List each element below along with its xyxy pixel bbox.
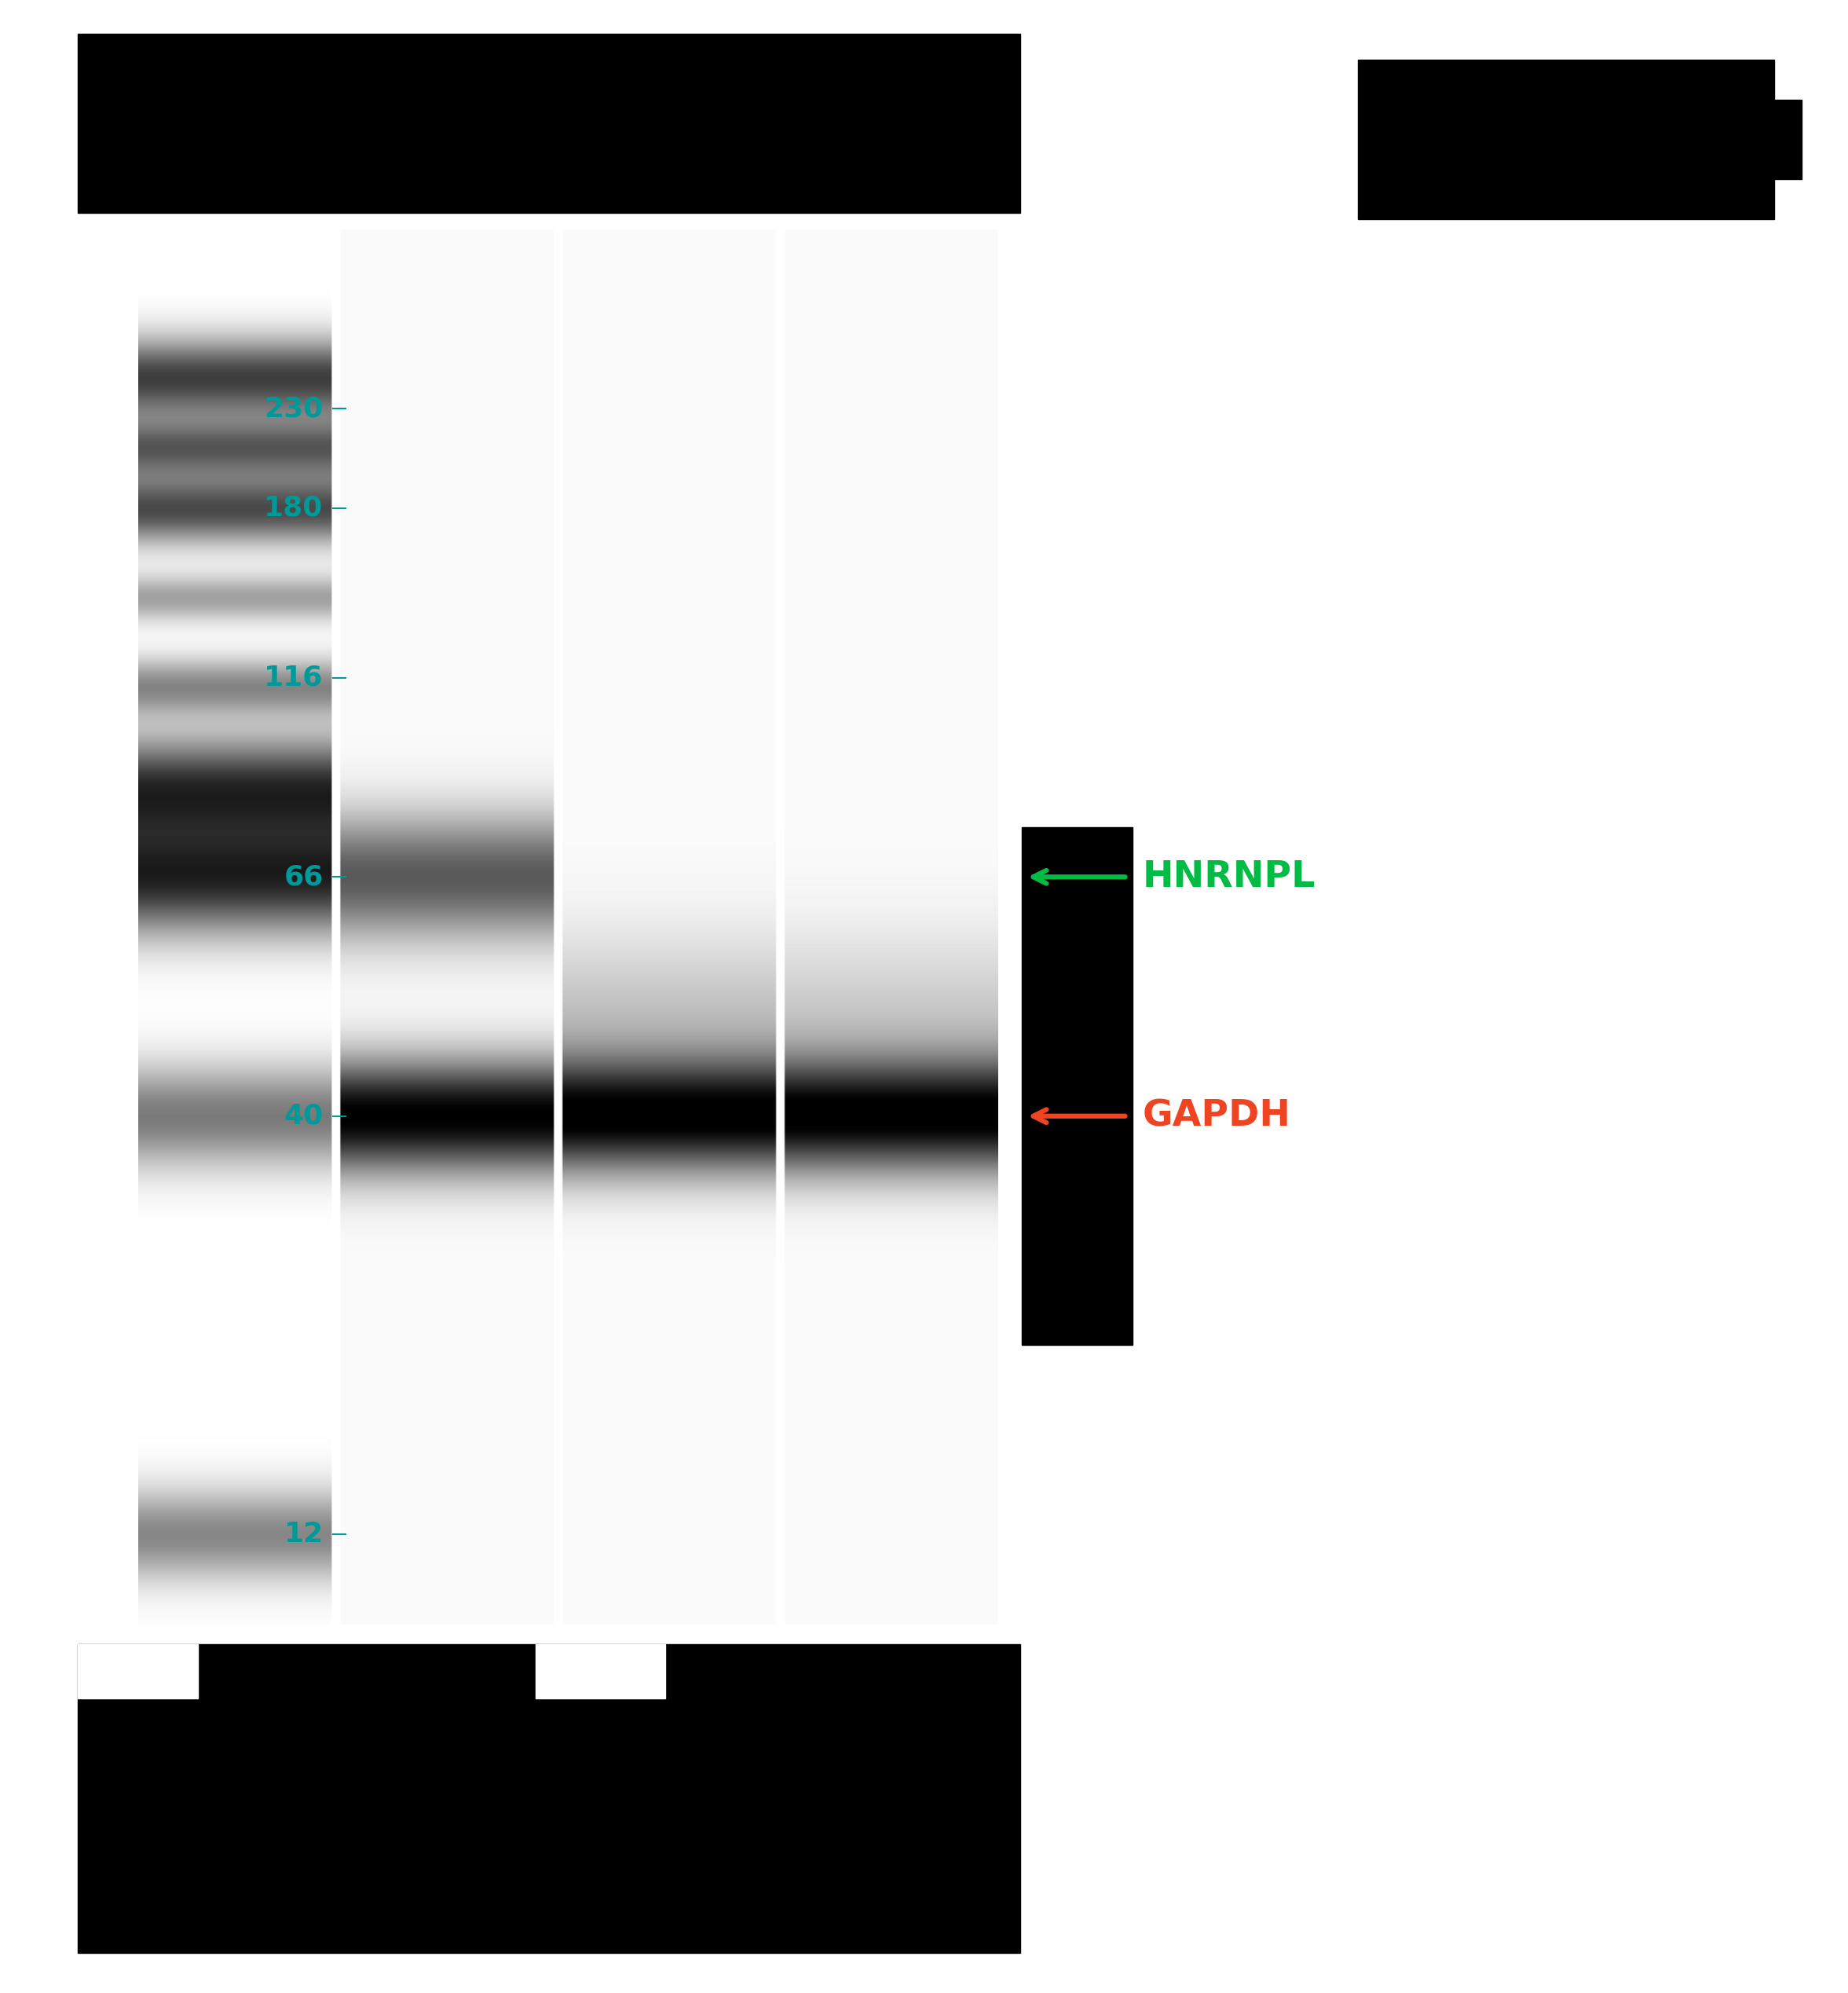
Text: HNRNPL: HNRNPL	[1142, 859, 1316, 895]
Bar	[1085, 1056, 1112, 1156]
Bar	[1728, 100, 1802, 179]
Text: 230: 230	[264, 395, 323, 423]
Bar	[78, 1644, 198, 1698]
Bar	[536, 1644, 665, 1698]
Bar	[1358, 60, 1774, 219]
Text: 66: 66	[285, 863, 323, 891]
Bar	[78, 1644, 1020, 1953]
Text: 12: 12	[285, 1521, 323, 1549]
Text: GAPDH: GAPDH	[1142, 1098, 1290, 1134]
Text: 116: 116	[264, 664, 323, 692]
Text: 180: 180	[264, 494, 323, 522]
Bar	[78, 34, 1020, 213]
Text: 40: 40	[285, 1102, 323, 1130]
Text: kDa: kDa	[129, 161, 200, 195]
Bar	[1022, 827, 1133, 1345]
